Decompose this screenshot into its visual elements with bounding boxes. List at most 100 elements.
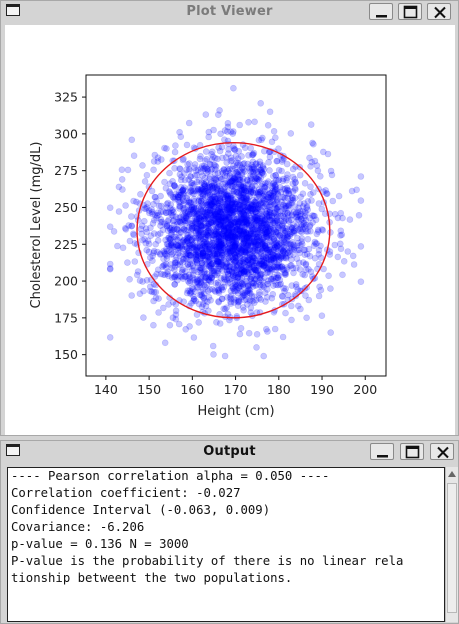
data-point — [182, 209, 189, 216]
data-point — [150, 297, 157, 305]
data-point — [224, 195, 232, 203]
data-point — [229, 222, 237, 230]
data-point — [233, 287, 241, 294]
data-point — [186, 220, 193, 227]
data-point — [305, 296, 313, 304]
data-point — [214, 207, 222, 214]
data-point — [186, 277, 194, 285]
data-point — [232, 207, 239, 215]
data-point — [224, 216, 232, 223]
data-point — [204, 189, 212, 196]
data-point — [229, 176, 237, 183]
data-point — [243, 240, 250, 248]
scroll-up-arrow-icon[interactable] — [446, 467, 458, 481]
data-point — [230, 239, 237, 247]
data-point — [252, 199, 260, 206]
data-point — [238, 269, 245, 276]
data-point — [209, 193, 216, 201]
data-point — [194, 187, 201, 194]
data-point — [287, 241, 294, 249]
maximize-button[interactable] — [398, 3, 422, 20]
data-point — [207, 278, 215, 286]
data-point — [262, 260, 270, 267]
output-titlebar[interactable]: Output — [1, 441, 458, 463]
data-point — [157, 216, 165, 223]
data-point — [243, 216, 251, 223]
scatter-chart: 140 150 160 170 180 190 200 150175200225250275… — [29, 74, 387, 419]
data-point — [199, 206, 207, 213]
data-point — [218, 168, 226, 175]
close-button[interactable] — [430, 443, 454, 460]
scrollbar-thumb[interactable] — [447, 483, 457, 613]
data-point — [260, 262, 268, 270]
data-point — [217, 222, 225, 229]
data-point — [270, 128, 278, 135]
data-point — [209, 342, 217, 350]
data-point — [271, 134, 279, 141]
window-icon[interactable] — [6, 4, 20, 16]
data-point — [266, 206, 274, 214]
data-point — [280, 266, 288, 273]
data-point — [216, 107, 223, 114]
data-point — [270, 263, 278, 271]
output-line: Correlation coefficient: -0.027 — [11, 486, 241, 500]
close-button[interactable] — [427, 3, 451, 20]
data-point — [204, 193, 211, 200]
data-point — [309, 212, 316, 219]
data-point — [188, 288, 195, 295]
data-point — [243, 249, 250, 257]
maximize-button[interactable] — [400, 443, 424, 460]
data-point — [217, 214, 225, 221]
data-point — [267, 264, 274, 271]
data-point — [212, 195, 219, 203]
data-point — [197, 153, 204, 160]
data-point — [215, 223, 222, 231]
data-point — [215, 241, 222, 248]
minimize-button[interactable] — [369, 3, 393, 20]
data-point — [205, 182, 213, 189]
data-point — [214, 155, 221, 163]
data-point — [183, 213, 190, 220]
data-point — [270, 180, 277, 187]
data-point — [179, 238, 187, 245]
data-point — [219, 267, 226, 274]
data-point — [203, 166, 211, 173]
data-point — [253, 344, 260, 351]
data-point — [191, 172, 199, 179]
data-point — [208, 195, 215, 203]
data-point — [157, 208, 165, 216]
data-point — [106, 265, 114, 272]
data-point — [184, 202, 192, 209]
data-point — [257, 166, 265, 174]
data-point — [174, 276, 181, 284]
data-point — [296, 208, 304, 215]
data-point — [208, 231, 216, 239]
data-point — [229, 247, 237, 254]
data-point — [251, 208, 259, 216]
data-point — [139, 236, 146, 244]
data-point — [216, 320, 224, 327]
data-point — [253, 233, 260, 241]
minimize-button[interactable] — [370, 443, 394, 460]
plot-viewer-titlebar[interactable]: Plot Viewer — [1, 1, 458, 23]
data-point — [249, 247, 257, 255]
data-point — [200, 294, 207, 301]
data-point — [184, 232, 192, 239]
data-point — [234, 274, 242, 281]
data-point — [206, 183, 214, 191]
data-point — [239, 214, 247, 222]
vertical-scrollbar[interactable] — [445, 467, 458, 622]
data-point — [337, 232, 344, 239]
data-point — [212, 279, 220, 287]
data-point — [205, 229, 212, 237]
data-point — [245, 270, 252, 277]
data-point — [236, 176, 243, 184]
data-point — [245, 233, 253, 241]
output-text-area[interactable]: ---- Pearson correlation alpha = 0.050 -… — [7, 467, 445, 622]
data-point — [232, 226, 239, 234]
data-point — [229, 246, 237, 253]
data-point — [225, 250, 233, 257]
data-point — [232, 176, 239, 184]
data-point — [141, 235, 148, 243]
data-point — [264, 193, 271, 201]
